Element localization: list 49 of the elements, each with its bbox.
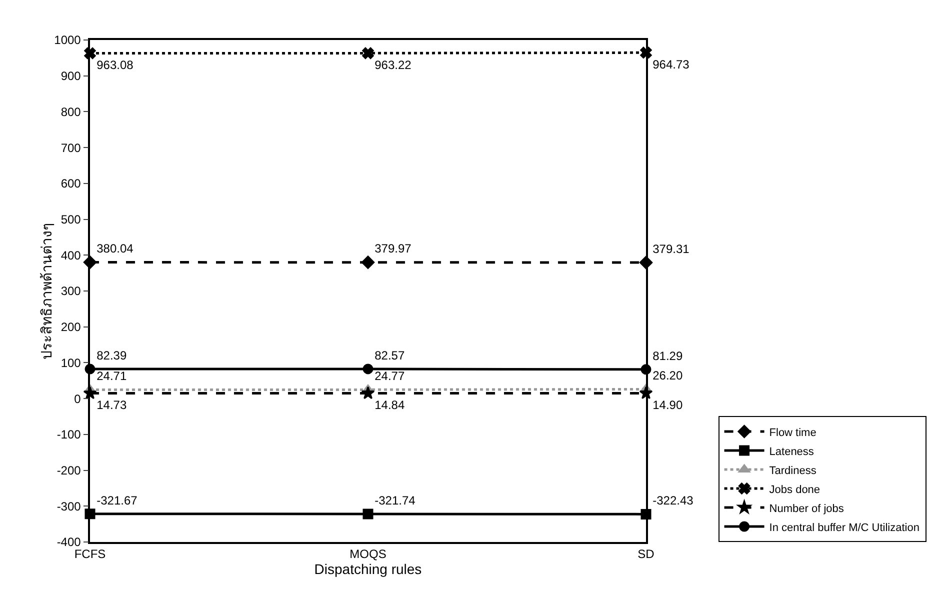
y-tick-label: 100 xyxy=(60,356,82,370)
y-axis-title: ประสิทธิภาพด้านต่างๆ xyxy=(38,222,54,360)
y-tick-label: 900 xyxy=(60,69,82,84)
legend-label: Lateness xyxy=(769,446,814,458)
legend-label: Tardiness xyxy=(769,464,817,477)
y-tick-label: 800 xyxy=(60,104,82,119)
legend-label: Flow time xyxy=(769,426,816,439)
point xyxy=(362,364,374,374)
y-tick-label: 1000 xyxy=(54,33,82,48)
data-label: 379.97 xyxy=(374,242,412,256)
data-label: 81.29 xyxy=(652,348,683,363)
y-tick-label: -200 xyxy=(56,463,82,478)
x-tick-label: SD xyxy=(638,547,655,562)
y-tick-label: 0 xyxy=(74,392,82,406)
y-tick-label: -300 xyxy=(56,499,82,514)
legend-label: In central buffer M/C Utilization xyxy=(769,522,920,534)
point xyxy=(361,386,375,400)
x-tick-label: MOQS xyxy=(350,547,386,562)
data-label: 82.39 xyxy=(96,348,127,362)
data-label: -321.74 xyxy=(374,493,416,508)
y-tick-label: 700 xyxy=(60,140,82,155)
data-label: 14.90 xyxy=(652,398,683,412)
data-label: -321.67 xyxy=(96,493,138,508)
x-axis-title: Dispatching rules xyxy=(314,561,422,578)
y-tick-label: 300 xyxy=(60,284,82,298)
y-tick-label: 500 xyxy=(60,212,82,226)
data-label: 14.73 xyxy=(96,398,127,412)
legend-label: Number of jobs xyxy=(769,502,844,515)
point xyxy=(362,508,374,520)
data-label: -322.43 xyxy=(652,494,694,508)
data-label: 963.08 xyxy=(96,58,134,72)
x-tick-label: FCFS xyxy=(74,547,106,562)
data-label: 964.73 xyxy=(652,57,690,72)
point xyxy=(362,47,374,60)
y-tick-label: -400 xyxy=(56,535,82,550)
legend-label: Jobs done xyxy=(769,484,820,496)
data-label: 379.31 xyxy=(652,242,690,256)
y-tick-label: 400 xyxy=(60,248,82,262)
data-label: 963.22 xyxy=(374,58,412,72)
data-label: 380.04 xyxy=(96,242,134,256)
y-tick-label: -100 xyxy=(56,428,82,442)
y-tick-label: 200 xyxy=(60,320,82,334)
data-label: 14.84 xyxy=(374,398,405,412)
point xyxy=(361,256,375,269)
data-label: 24.71 xyxy=(96,369,127,384)
data-label: 26.20 xyxy=(652,368,683,383)
y-tick-label: 600 xyxy=(60,176,82,191)
data-label: 82.57 xyxy=(374,348,405,362)
data-label: 24.77 xyxy=(374,369,405,384)
